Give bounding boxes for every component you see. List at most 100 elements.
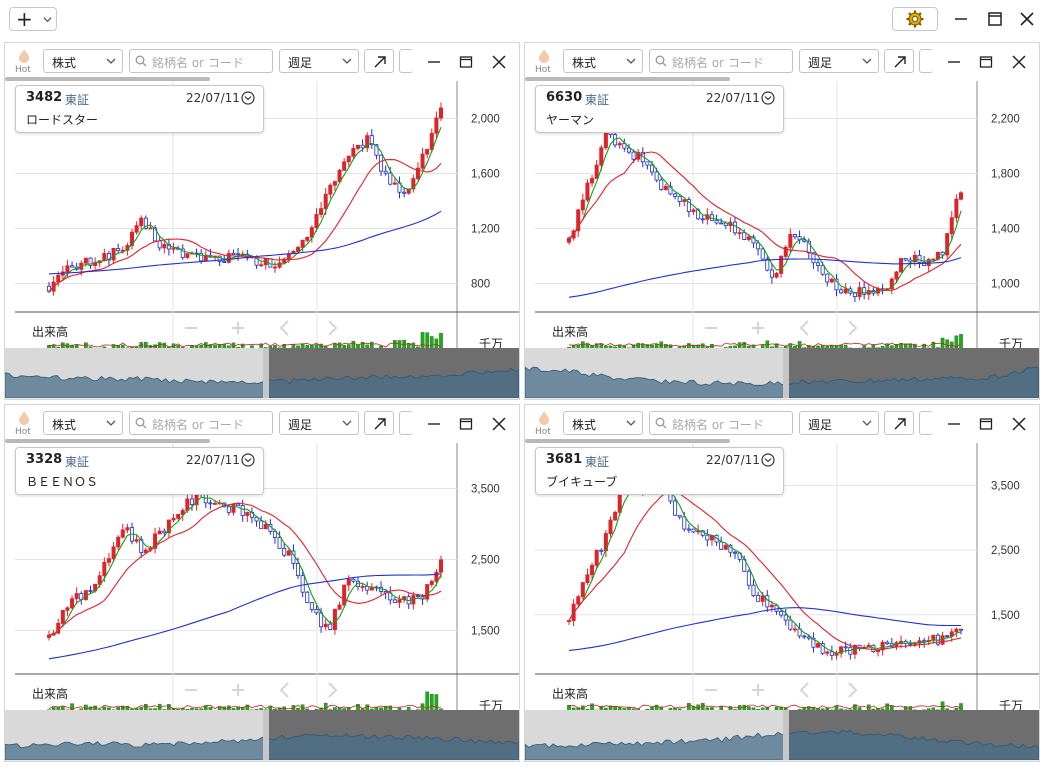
search-input[interactable]: 銘柄名 or コード: [649, 411, 793, 435]
candle-body: [917, 254, 922, 263]
minimize-panel-icon[interactable]: [426, 416, 442, 432]
maximize-panel-icon[interactable]: [458, 54, 474, 70]
candle-body: [332, 608, 337, 631]
candle-body: [231, 253, 236, 255]
more-button[interactable]: [399, 49, 413, 73]
overview-strip[interactable]: [525, 710, 1039, 760]
price-tick-label: 2,500: [991, 545, 1020, 557]
plus-icon[interactable]: [752, 322, 764, 334]
hot-button[interactable]: Hot: [534, 49, 556, 75]
candle-body: [383, 170, 388, 174]
toolbar-scrollbar[interactable]: [525, 439, 730, 443]
toolbar-scrollbar[interactable]: [525, 77, 730, 81]
candle-body: [125, 527, 130, 531]
maximize-panel-icon[interactable]: [978, 54, 994, 70]
period-select[interactable]: 週足: [279, 411, 359, 435]
minimize-panel-icon[interactable]: [946, 54, 962, 70]
toolbar-scrollbar[interactable]: [5, 439, 210, 443]
chevron-left-icon[interactable]: [279, 682, 289, 698]
open-external-button[interactable]: [884, 411, 914, 435]
price-tick-label: 1,500: [991, 610, 1020, 622]
minimize-panel-icon[interactable]: [946, 416, 962, 432]
candle-body: [388, 172, 393, 185]
candle-body: [663, 185, 668, 190]
volume-unit-label: 千万: [479, 699, 503, 713]
open-external-button[interactable]: [364, 411, 394, 435]
chevron-left-icon[interactable]: [799, 682, 809, 698]
asset-type-select[interactable]: 株式: [43, 49, 123, 73]
plus-icon[interactable]: [232, 322, 244, 334]
candle-body: [148, 227, 153, 230]
close-panel-icon[interactable]: [491, 416, 507, 432]
plus-icon[interactable]: [232, 684, 244, 696]
chevron-down-circle-icon[interactable]: [241, 453, 255, 467]
asset-type-select[interactable]: 株式: [563, 49, 643, 73]
settings-button[interactable]: [892, 7, 938, 31]
chevron-down-circle-icon[interactable]: [761, 91, 775, 105]
plus-icon[interactable]: [752, 684, 764, 696]
candle-body: [254, 516, 259, 522]
ma-short-line: [568, 137, 962, 294]
chevron-left-icon[interactable]: [799, 320, 809, 336]
maximize-window-icon[interactable]: [985, 9, 1005, 29]
period-select[interactable]: 週足: [799, 49, 879, 73]
stock-info-box[interactable]: 3482 東証 22/07/11 ロードスター: [15, 85, 264, 133]
more-button[interactable]: [399, 411, 413, 435]
more-button[interactable]: [919, 49, 933, 73]
chevron-right-icon[interactable]: [848, 320, 858, 336]
stock-info-box[interactable]: 3328 東証 22/07/11 ＢＥＥＮＯＳ: [15, 447, 264, 495]
candle-body: [355, 144, 360, 149]
search-input[interactable]: 銘柄名 or コード: [129, 411, 273, 435]
close-window-icon[interactable]: [1017, 9, 1037, 29]
chevron-down-circle-icon[interactable]: [761, 453, 775, 467]
overview-strip[interactable]: [5, 710, 519, 760]
candle-body: [392, 599, 397, 603]
candle-body: [922, 640, 927, 643]
overview-strip[interactable]: [5, 348, 519, 398]
hot-label: Hot: [15, 427, 31, 437]
chevron-right-icon[interactable]: [328, 320, 338, 336]
hot-button[interactable]: Hot: [14, 411, 36, 437]
open-external-button[interactable]: [884, 49, 914, 73]
asset-type-select[interactable]: 株式: [43, 411, 123, 435]
candle-body: [166, 519, 171, 534]
maximize-panel-icon[interactable]: [978, 416, 994, 432]
stock-name: ロードスター: [26, 113, 99, 127]
period-select[interactable]: 週足: [799, 411, 879, 435]
overview-strip[interactable]: [525, 348, 1039, 398]
maximize-panel-icon[interactable]: [458, 416, 474, 432]
chevron-right-icon[interactable]: [328, 682, 338, 698]
close-panel-icon[interactable]: [491, 54, 507, 70]
minimize-window-icon[interactable]: [951, 9, 971, 29]
stock-code: 3328: [26, 452, 63, 467]
close-panel-icon[interactable]: [1011, 416, 1027, 432]
asset-type-value: 株式: [52, 418, 77, 432]
more-button[interactable]: [919, 411, 933, 435]
candle-body: [788, 234, 793, 248]
open-external-button[interactable]: [364, 49, 394, 73]
market-label: 東証: [65, 93, 90, 107]
toolbar-scrollbar[interactable]: [5, 77, 210, 81]
asset-type-select[interactable]: 株式: [563, 411, 643, 435]
add-chart-button[interactable]: +: [9, 7, 57, 31]
close-panel-icon[interactable]: [1011, 54, 1027, 70]
ma-long-line: [48, 573, 442, 660]
chevron-down-circle-icon[interactable]: [241, 91, 255, 105]
candle-body: [811, 637, 816, 648]
price-tick-label: 2,500: [471, 554, 500, 566]
asset-type-value: 株式: [572, 56, 597, 70]
minimize-panel-icon[interactable]: [426, 54, 442, 70]
volume-label: 出来高: [552, 324, 588, 339]
candles: [47, 102, 443, 296]
candle-body: [954, 628, 959, 633]
search-input[interactable]: 銘柄名 or コード: [649, 49, 793, 73]
candle-body: [769, 604, 774, 608]
hot-button[interactable]: Hot: [534, 411, 556, 437]
period-select[interactable]: 週足: [279, 49, 359, 73]
hot-button[interactable]: Hot: [14, 49, 36, 75]
search-input[interactable]: 銘柄名 or コード: [129, 49, 273, 73]
chevron-right-icon[interactable]: [848, 682, 858, 698]
stock-info-box[interactable]: 3681 東証 22/07/11 ブイキューブ: [535, 447, 784, 495]
stock-info-box[interactable]: 6630 東証 22/07/11 ヤーマン: [535, 85, 784, 133]
chevron-left-icon[interactable]: [279, 320, 289, 336]
